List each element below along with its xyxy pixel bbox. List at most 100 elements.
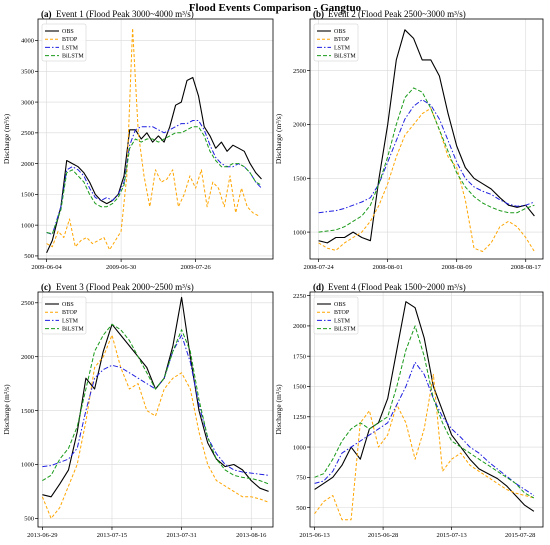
legend-label-obs: OBS [62,29,74,35]
series-line-btop [46,27,259,251]
series-line-lstm [314,361,535,496]
series-line-lstm [42,334,269,476]
legend: OBS BTOP LSTM BiLSTM [41,296,87,335]
panel-title: Event 3 (Flood Peak 2000~2500 m³/s) [56,282,194,292]
panel-label: (b) [313,9,324,19]
y-tick-label: 2250 [293,293,306,300]
y-tick-label: 2500 [21,300,34,307]
y-tick-label: 1500 [293,175,306,182]
y-tick-label: 2000 [21,354,34,361]
x-tick-label: 2009-06-30 [106,264,136,271]
panel-title: Event 4 (Flood Peak 1500~2000 m³/s) [328,282,466,292]
series-line-lstm [318,99,535,214]
legend-box [313,23,359,62]
y-tick-label: 1000 [21,462,34,469]
series-line-bilstm [318,87,535,233]
series-group [318,29,535,252]
series-line-bilstm [314,325,535,499]
y-tick-label: 1000 [293,444,306,451]
y-tick-label: 2500 [21,130,34,137]
plot-frame [309,18,544,260]
plot-frame [37,291,274,528]
series-line-bilstm [42,323,269,485]
y-tick-label: 2000 [293,122,306,129]
x-tick-label: 2015-06-13 [299,532,329,539]
series-line-btop [314,373,535,521]
series-line-bilstm [46,126,262,235]
y-axis-label: Discharge (m³/s) [274,113,283,164]
x-tick-label: 2009-07-26 [180,264,211,271]
legend: OBS BTOP LSTM BiLSTM [313,296,359,335]
legend-label-bilstm: BiLSTM [334,327,356,333]
legend-label-lstm: LSTM [334,45,351,51]
panel-1: 500 1000 1500 2000 2500 3000 3500 4000 2009-06-0… [2,9,274,271]
panel-label: (a) [41,9,52,19]
y-tick-label: 500 [24,253,34,260]
series-line-btop [41,334,269,519]
y-tick-label: 2000 [293,323,306,330]
y-tick-label: 1500 [21,408,34,415]
x-tick-label: 2008-08-01 [372,264,402,271]
y-tick-label: 750 [296,475,306,482]
y-axis-label: Discharge (m³/s) [2,113,11,164]
y-tick-label: 500 [296,505,306,512]
series-line-obs [318,29,535,244]
legend-label-bilstm: BiLSTM [334,54,356,60]
figure-title: Flood Events Comparison - Gangtuo [189,2,362,14]
legend-label-obs: OBS [334,302,346,308]
legend-label-lstm: LSTM [334,318,351,324]
panel-4: 500 750 1000 1250 1500 1750 2000 2250 2015-06-13… [274,282,544,539]
series-line-lstm [46,120,262,235]
y-tick-label: 3000 [21,99,34,106]
legend-label-btop: BTOP [334,37,350,43]
series-group [41,296,269,519]
plot-frame [37,18,274,260]
y-axis-label: Discharge (m³/s) [274,384,283,435]
legend-label-bilstm: BiLSTM [62,54,84,60]
legend-label-lstm: LSTM [62,45,79,51]
legend-label-btop: BTOP [62,310,78,316]
y-tick-label: 2000 [21,161,34,168]
legend-label-btop: BTOP [62,37,78,43]
y-tick-label: 1500 [293,384,306,391]
x-tick-label: 2013-07-31 [166,532,196,539]
panel-label: (d) [313,282,324,292]
y-tick-label: 1000 [293,229,306,236]
y-tick-label: 3500 [21,69,34,76]
legend-label-obs: OBS [334,29,346,35]
legend-label-btop: BTOP [334,310,350,316]
y-axis-label: Discharge (m³/s) [2,384,11,435]
legend-box [41,296,87,335]
x-tick-label: 2015-07-13 [436,532,466,539]
y-tick-label: 1500 [21,192,34,199]
x-tick-label: 2013-08-16 [236,532,267,539]
x-tick-label: 2015-06-28 [368,532,398,539]
panel-title: Event 1 (Flood Peak 3000~4000 m³/s) [56,9,194,19]
legend: OBS BTOP LSTM BiLSTM [41,23,87,62]
legend-label-obs: OBS [62,302,74,308]
series-line-obs [46,76,262,254]
legend-box [41,23,87,62]
x-tick-label: 2008-08-17 [511,264,542,271]
y-tick-label: 1750 [293,353,306,360]
panel-3: 500 1000 1500 2000 2500 2013-06-29 2013-07-15 2… [2,282,274,539]
y-tick-label: 4000 [21,38,34,45]
x-tick-label: 2015-07-28 [505,532,535,539]
legend-label-lstm: LSTM [62,318,79,324]
y-tick-label: 1250 [293,414,306,421]
x-tick-label: 2013-07-15 [97,532,127,539]
y-tick-label: 1000 [21,222,34,229]
x-tick-label: 2009-06-04 [31,264,62,271]
panel-2: 1000 1500 2000 2500 2008-07-24 2008-08-01 2008… [274,9,544,271]
series-group [314,301,535,521]
x-tick-label: 2008-08-09 [442,264,472,271]
series-line-btop [318,107,535,252]
panel-label: (c) [41,282,51,292]
y-tick-label: 2500 [293,68,306,75]
x-tick-label: 2013-06-29 [27,532,57,539]
series-group [46,27,262,254]
x-tick-label: 2008-07-24 [303,264,334,271]
legend-label-bilstm: BiLSTM [62,327,84,333]
panel-title: Event 2 (Flood Peak 2500~3000 m³/s) [328,9,466,19]
